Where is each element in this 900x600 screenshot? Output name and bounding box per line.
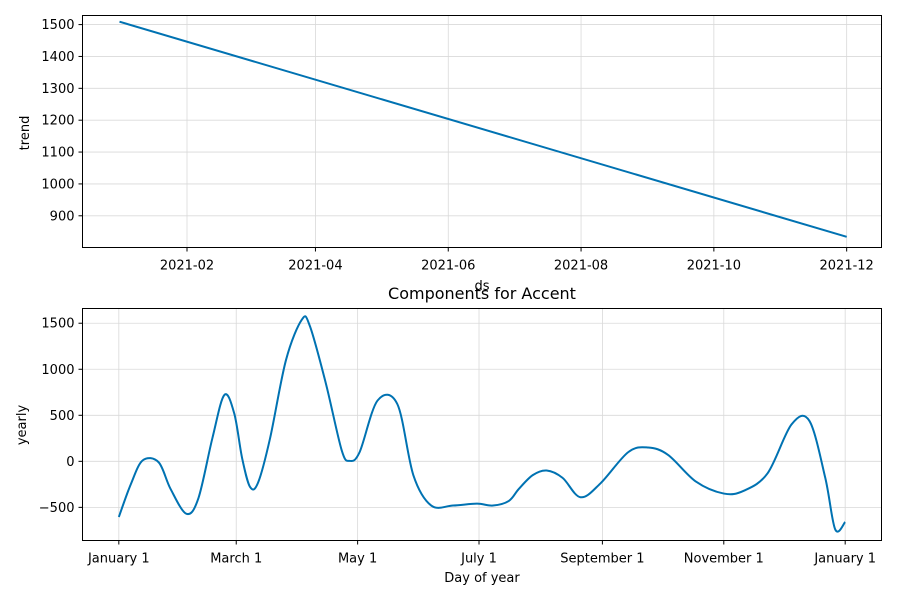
trend-grid xyxy=(82,15,882,248)
yearly-x-tick-label: January 1 xyxy=(87,552,150,567)
trend-x-tick-label: 2021-12 xyxy=(820,259,874,274)
yearly-plot-area xyxy=(82,308,882,541)
yearly-y-tick-label: 500 xyxy=(50,409,75,424)
trend-x-tick-label: 2021-04 xyxy=(288,259,342,274)
yearly-chart-title: Components for Accent xyxy=(388,284,576,303)
yearly-x-axis-label: Day of year xyxy=(444,571,520,586)
yearly-x-tick-label: January 1 xyxy=(813,552,876,567)
trend-y-tick-label: 1500 xyxy=(41,18,74,33)
trend-y-tick-label: 1100 xyxy=(41,146,74,161)
trend-y-tick-label: 900 xyxy=(50,209,75,224)
yearly-x-tick-label: May 1 xyxy=(338,552,377,567)
yearly-y-ticks: −500 0 500 1000 1500 xyxy=(39,317,83,516)
yearly-panel: Components for Accent January 1 March 1 Ma… xyxy=(15,284,882,586)
trend-panel: 2021-02 2021-04 2021-06 2021-08 2021-10 2021-… xyxy=(18,15,882,294)
trend-x-ticks: 2021-02 2021-04 2021-06 2021-08 2021-10 2021-… xyxy=(160,247,874,274)
trend-y-tick-label: 1000 xyxy=(41,177,74,192)
trend-x-tick-label: 2021-02 xyxy=(160,259,214,274)
trend-y-tick-label: 1400 xyxy=(41,50,74,65)
trend-line xyxy=(119,20,847,238)
trend-x-axis-label: ds xyxy=(474,279,489,294)
yearly-y-tick-label: 1000 xyxy=(41,363,74,378)
trend-y-ticks: 900 1000 1100 1200 1300 1400 1500 xyxy=(41,18,83,224)
trend-y-axis-label: trend xyxy=(18,116,33,151)
yearly-x-tick-label: September 1 xyxy=(560,552,644,567)
yearly-x-tick-label: March 1 xyxy=(210,552,262,567)
yearly-y-tick-label: 1500 xyxy=(41,317,74,332)
trend-x-tick-label: 2021-06 xyxy=(421,259,475,274)
trend-y-tick-label: 1300 xyxy=(41,82,74,97)
trend-x-tick-label: 2021-08 xyxy=(554,259,608,274)
yearly-x-ticks: January 1 March 1 May 1 July 1 September 1 No… xyxy=(87,540,876,567)
yearly-y-tick-label: −500 xyxy=(39,501,75,516)
yearly-x-tick-label: November 1 xyxy=(684,552,764,567)
yearly-x-tick-label: July 1 xyxy=(460,552,497,567)
yearly-line xyxy=(117,315,846,533)
yearly-grid xyxy=(82,308,882,541)
trend-axes-frame xyxy=(82,15,882,248)
yearly-axes-frame xyxy=(82,308,882,541)
yearly-y-tick-label: 0 xyxy=(66,455,74,470)
yearly-y-axis-label: yearly xyxy=(15,405,30,446)
trend-plot-area xyxy=(82,15,882,248)
trend-y-tick-label: 1200 xyxy=(41,114,74,129)
trend-x-tick-label: 2021-10 xyxy=(687,259,741,274)
